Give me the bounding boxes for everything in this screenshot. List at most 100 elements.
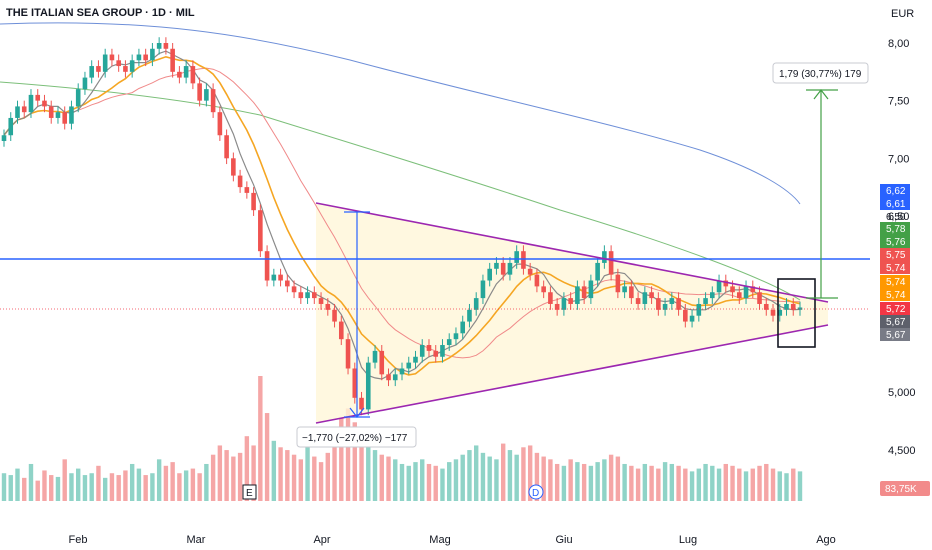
volume-bar [264, 413, 270, 501]
volume-value-text: 83,75K [885, 484, 917, 495]
candle [379, 345, 385, 381]
candle-body [790, 303, 796, 310]
candle [507, 257, 513, 281]
volume-bar [204, 463, 209, 501]
candle-body [271, 274, 277, 281]
candle-body [494, 262, 499, 269]
candle-body [615, 274, 621, 293]
candle [554, 298, 560, 316]
candle [669, 292, 675, 310]
volume-bar [62, 459, 67, 501]
volume-bar [568, 459, 573, 501]
price-badge-text: 5,67 [886, 330, 906, 341]
candle [35, 89, 41, 107]
candle [662, 298, 668, 316]
candle [312, 286, 317, 304]
volume-bar [770, 468, 776, 501]
candle [109, 48, 115, 67]
candle [521, 245, 526, 275]
candle [622, 280, 627, 299]
candle [156, 37, 162, 55]
candle [251, 187, 256, 216]
volume-bar [305, 445, 310, 501]
candle [689, 309, 695, 328]
price-badge-bg [880, 248, 910, 261]
candle [467, 303, 472, 328]
candle-body [736, 292, 742, 299]
volume-bar [15, 468, 20, 501]
ma-200-line [0, 22, 801, 205]
candle [710, 286, 715, 304]
candle [757, 286, 762, 310]
candle [237, 169, 243, 193]
candle-body [575, 286, 580, 304]
volume-bar [285, 450, 290, 501]
candle-body [406, 362, 412, 369]
candle-body [102, 54, 108, 72]
candle-body [197, 83, 202, 101]
candle [642, 286, 648, 310]
price-badge-bg [880, 275, 910, 288]
volume-bar [76, 468, 81, 501]
breakout-box [777, 278, 816, 348]
candle-body [217, 112, 223, 136]
price-badge: 5,67 [880, 328, 910, 341]
volume-bar [703, 463, 708, 501]
volume-bar [554, 463, 560, 501]
candle-body [28, 94, 34, 113]
candle [197, 77, 202, 107]
candle-body [237, 175, 243, 188]
candle [514, 245, 519, 269]
candle-body [521, 251, 526, 269]
price-badge-text: 5,78 [886, 224, 906, 235]
volume-bar [791, 468, 796, 501]
dividend-marker-circle [528, 484, 544, 500]
candle [42, 94, 47, 113]
volume-bar [332, 436, 337, 501]
candle-body [649, 292, 654, 299]
candle-body [298, 292, 304, 299]
candle-body [534, 274, 540, 287]
candle-body [763, 303, 769, 310]
candle [392, 368, 398, 387]
volume-bar [784, 473, 789, 501]
candle [453, 327, 459, 346]
candle-body [507, 262, 513, 275]
candle [784, 298, 789, 316]
ma-100-line [0, 81, 801, 301]
volume-bar [534, 452, 540, 501]
candle [649, 286, 654, 304]
candle-body [210, 89, 216, 113]
volume-bar [514, 454, 519, 501]
volume-bar [366, 440, 371, 501]
candle-body [116, 60, 121, 67]
candle-body [743, 286, 749, 299]
price-badge: 6,61 [880, 197, 910, 210]
candle-body [689, 315, 695, 322]
volume-bar [460, 454, 465, 501]
candle-body [359, 397, 364, 410]
candle [473, 292, 479, 316]
volume-bar [467, 450, 472, 501]
candle-body [642, 292, 648, 304]
candle [1, 129, 7, 147]
volume-bar [217, 445, 223, 501]
candle [494, 257, 499, 275]
candle [170, 43, 175, 78]
candle-body [156, 43, 162, 49]
volume-bar [629, 465, 634, 501]
candle [676, 292, 681, 316]
dividend-marker[interactable]: D [528, 484, 544, 500]
volume-bar [723, 463, 728, 501]
volume-bar [386, 456, 391, 501]
earnings-marker[interactable]: E [242, 484, 257, 500]
y-tick-label: 8,00 [888, 38, 909, 50]
candle-body [487, 268, 492, 281]
candle-body [656, 298, 661, 310]
candle-body [588, 280, 594, 299]
candle-body [332, 309, 337, 322]
candle-body [622, 286, 627, 293]
candle [487, 262, 492, 287]
volume-bar [730, 465, 735, 501]
